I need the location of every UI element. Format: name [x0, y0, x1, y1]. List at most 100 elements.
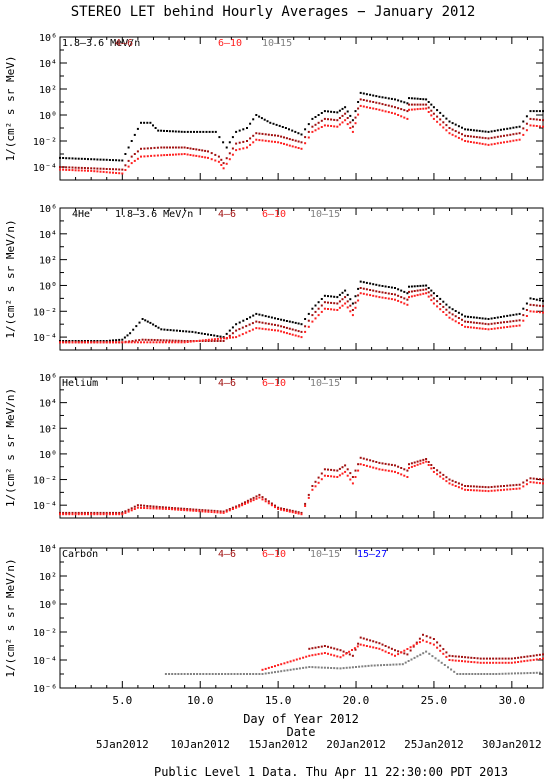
data-point	[251, 328, 254, 331]
data-point	[470, 661, 473, 663]
data-point	[354, 295, 357, 298]
data-point	[210, 338, 213, 341]
data-point	[59, 341, 61, 344]
data-point	[177, 341, 180, 344]
data-point	[323, 652, 326, 654]
data-point	[349, 304, 352, 307]
data-point	[115, 172, 118, 174]
data-point	[133, 505, 136, 508]
data-point	[422, 284, 425, 287]
data-point	[344, 289, 347, 292]
data-point	[160, 146, 163, 149]
data-point	[442, 300, 445, 303]
data-point	[390, 105, 393, 108]
data-point	[140, 506, 142, 509]
data-point	[510, 657, 513, 660]
data-point	[338, 117, 341, 119]
data-point	[362, 457, 365, 460]
data-point	[264, 498, 267, 501]
data-point	[375, 95, 378, 98]
data-point	[294, 510, 297, 513]
data-point	[333, 647, 336, 650]
data-point	[464, 320, 467, 323]
data-point	[415, 641, 418, 644]
data-point	[228, 141, 231, 144]
data-point	[149, 505, 152, 508]
data-point	[294, 511, 297, 514]
data-point	[375, 467, 378, 470]
data-point	[416, 108, 419, 111]
data-point	[83, 157, 86, 160]
data-point	[351, 119, 354, 122]
data-point	[154, 127, 157, 129]
data-point	[65, 513, 68, 516]
data-point	[442, 652, 445, 655]
data-point	[381, 649, 384, 652]
data-point	[483, 673, 486, 675]
data-point	[436, 115, 439, 118]
legend-entry: 4–6	[218, 209, 236, 220]
data-point	[354, 110, 357, 113]
data-point	[394, 464, 396, 467]
data-point	[439, 297, 442, 300]
data-point	[341, 114, 344, 117]
data-point	[473, 661, 476, 664]
data-point	[304, 142, 307, 145]
data-point	[304, 325, 307, 328]
data-point	[419, 653, 422, 656]
data-point	[264, 315, 267, 318]
data-point	[439, 303, 442, 305]
data-point	[535, 310, 538, 313]
data-point	[320, 645, 323, 648]
data-point	[448, 659, 451, 661]
data-point	[288, 327, 291, 330]
data-point	[529, 310, 532, 313]
data-point	[211, 130, 214, 133]
data-point	[160, 129, 163, 132]
data-point	[252, 141, 255, 144]
data-point	[323, 117, 326, 120]
data-point	[180, 153, 183, 156]
data-point	[403, 474, 406, 477]
data-point	[493, 322, 496, 325]
data-point	[419, 289, 422, 292]
data-point	[221, 673, 223, 675]
data-point	[77, 341, 80, 344]
data-point	[238, 148, 241, 151]
data-point	[381, 103, 384, 106]
data-point	[338, 300, 341, 303]
data-point	[381, 462, 384, 465]
data-point	[457, 482, 460, 485]
data-point	[346, 293, 349, 296]
data-point	[430, 103, 433, 106]
data-point	[71, 341, 74, 344]
data-point	[518, 132, 521, 135]
data-point	[369, 106, 372, 109]
data-point	[451, 133, 454, 136]
data-point	[400, 651, 403, 654]
data-point	[317, 127, 320, 130]
data-point	[320, 126, 323, 128]
data-point	[512, 126, 515, 129]
data-point	[291, 511, 294, 514]
data-point	[490, 489, 493, 492]
data-point	[305, 666, 308, 669]
legend-entry: 10–15	[310, 378, 340, 389]
data-point	[198, 339, 201, 342]
data-point	[304, 502, 307, 505]
data-point	[445, 308, 448, 311]
data-point	[408, 463, 410, 466]
data-point	[124, 511, 127, 514]
data-point	[183, 153, 186, 155]
data-point	[317, 646, 320, 649]
data-point	[357, 463, 360, 466]
data-point	[532, 671, 535, 674]
data-point	[314, 653, 317, 656]
data-point	[445, 129, 448, 132]
data-point	[219, 340, 222, 342]
data-point	[77, 166, 80, 169]
data-point	[349, 472, 352, 475]
data-point	[264, 133, 267, 136]
data-point	[375, 108, 378, 111]
data-point	[503, 321, 505, 324]
